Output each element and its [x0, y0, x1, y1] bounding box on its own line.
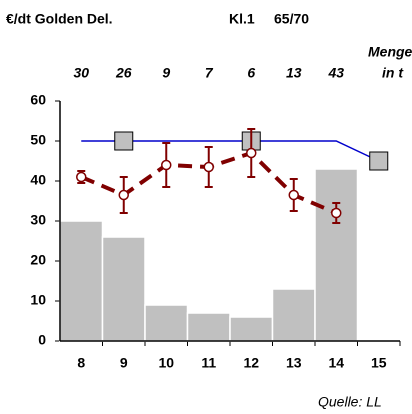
- chart-title: €/dt Golden Del.: [6, 11, 113, 27]
- y-tick-label: 10: [30, 292, 46, 308]
- quantity-label: 26: [115, 65, 132, 81]
- point: [288, 189, 299, 201]
- bar: [144, 304, 189, 342]
- source: Quelle: LL: [318, 394, 382, 410]
- quantity-unit: in t: [382, 65, 404, 81]
- quantity-label: 13: [286, 65, 302, 81]
- quantity-label: 43: [327, 65, 344, 81]
- y-tick-label: 0: [38, 332, 46, 348]
- square-marker: [369, 151, 389, 171]
- quantity-label: 9: [162, 65, 170, 81]
- point: [203, 161, 214, 173]
- bar: [229, 316, 274, 342]
- x-tick-label: 11: [201, 355, 216, 371]
- x-tick-label: 9: [120, 355, 128, 371]
- y-tick-label: 20: [30, 252, 46, 268]
- point: [161, 159, 172, 171]
- y-tick-label: 50: [30, 132, 46, 148]
- bar: [186, 312, 231, 342]
- bar: [59, 220, 104, 342]
- quantity-label: 6: [247, 65, 255, 81]
- square-marker: [114, 131, 134, 151]
- quantity-label: 7: [205, 65, 214, 81]
- point: [331, 207, 342, 219]
- point: [246, 147, 257, 159]
- bar: [271, 288, 316, 342]
- x-tick-label: 8: [77, 355, 85, 371]
- x-tick-label: 12: [243, 355, 259, 371]
- quantity-label: Menge: [368, 44, 412, 60]
- y-tick-label: 40: [30, 172, 46, 188]
- bar: [314, 168, 359, 342]
- class-label: Kl.1: [229, 11, 255, 27]
- y-tick-label: 30: [30, 212, 46, 228]
- x-tick-label: 13: [286, 355, 302, 371]
- x-tick-label: 10: [158, 355, 174, 371]
- point: [118, 189, 129, 201]
- point: [76, 171, 87, 183]
- bar: [101, 236, 146, 342]
- y-tick-label: 60: [30, 92, 46, 108]
- x-tick-label: 14: [328, 355, 344, 371]
- x-tick-label: 15: [371, 355, 387, 371]
- quantity-label: 30: [73, 65, 89, 81]
- size-label: 65/70: [274, 11, 309, 27]
